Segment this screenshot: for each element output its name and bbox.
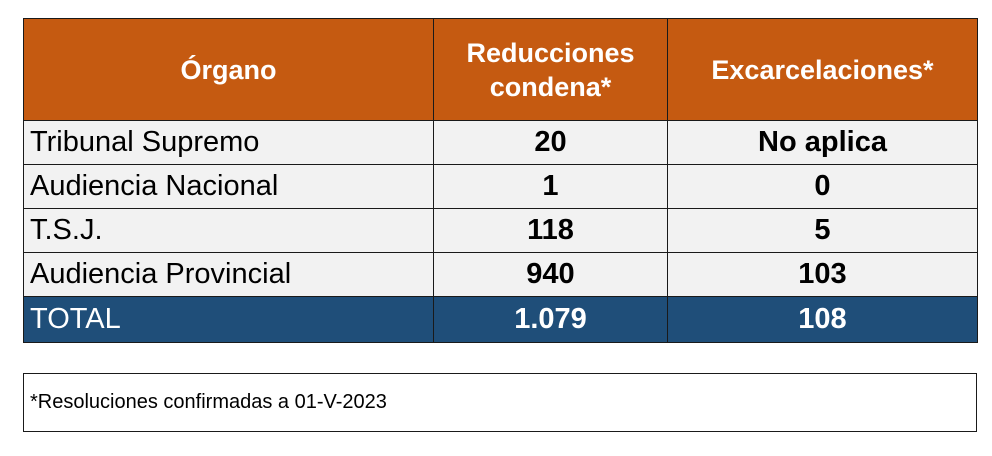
row-organo: Audiencia Provincial xyxy=(23,252,434,297)
row-reducciones: 20 xyxy=(433,120,668,165)
row-excarcelaciones: 5 xyxy=(667,208,978,253)
total-row: TOTAL 1.079 108 xyxy=(23,296,978,343)
row-reducciones: 1 xyxy=(433,164,668,209)
header-reducciones: Reducciones condena* xyxy=(433,18,668,121)
header-excarcelaciones: Excarcelaciones* xyxy=(667,18,978,121)
footnote-box: *Resoluciones confirmadas a 01-V-2023 xyxy=(23,373,977,432)
row-excarcelaciones: 103 xyxy=(667,252,978,297)
footnote-text: *Resoluciones confirmadas a 01-V-2023 xyxy=(30,391,387,413)
table-row: Audiencia Nacional 1 0 xyxy=(23,164,978,209)
row-excarcelaciones: 0 xyxy=(667,164,978,209)
total-reducciones: 1.079 xyxy=(433,296,668,343)
header-row: Órgano Reducciones condena* Excarcelacio… xyxy=(23,18,978,121)
data-table: Órgano Reducciones condena* Excarcelacio… xyxy=(23,18,978,343)
header-reducciones-label: Reducciones condena* xyxy=(466,37,635,102)
table-row: Tribunal Supremo 20 No aplica xyxy=(23,120,978,165)
total-organo: TOTAL xyxy=(23,296,434,343)
row-organo: Tribunal Supremo xyxy=(23,120,434,165)
row-organo: T.S.J. xyxy=(23,208,434,253)
header-organo: Órgano xyxy=(23,18,434,121)
row-organo: Audiencia Nacional xyxy=(23,164,434,209)
table-row: Audiencia Provincial 940 103 xyxy=(23,252,978,297)
row-excarcelaciones: No aplica xyxy=(667,120,978,165)
row-reducciones: 940 xyxy=(433,252,668,297)
total-excarcelaciones: 108 xyxy=(667,296,978,343)
row-reducciones: 118 xyxy=(433,208,668,253)
table-row: T.S.J. 118 5 xyxy=(23,208,978,253)
